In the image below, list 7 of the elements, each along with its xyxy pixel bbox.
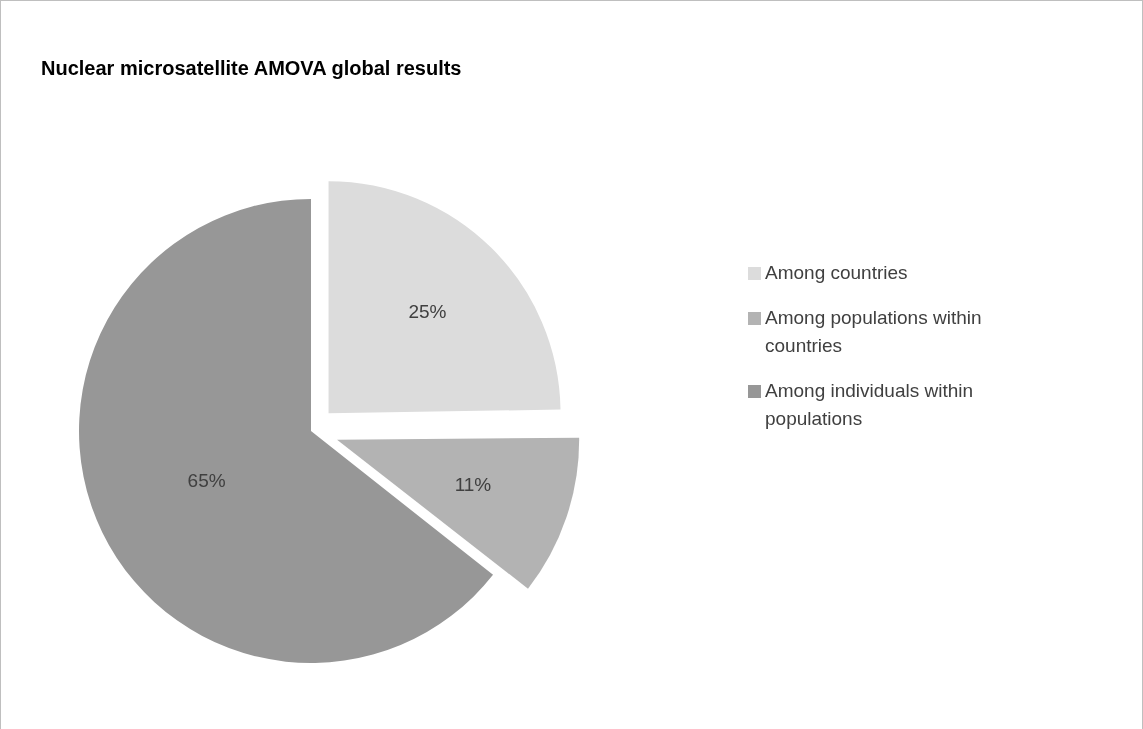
chart-title: Nuclear microsatellite AMOVA global results: [41, 57, 462, 80]
data-label: 65%: [187, 469, 226, 491]
legend-label: Among populations within countries: [765, 306, 983, 358]
data-label: 25%: [408, 300, 447, 322]
legend-label: Among individuals within populations: [765, 379, 975, 431]
legend-label: Among countries: [765, 261, 908, 285]
data-label: 11%: [454, 474, 492, 496]
